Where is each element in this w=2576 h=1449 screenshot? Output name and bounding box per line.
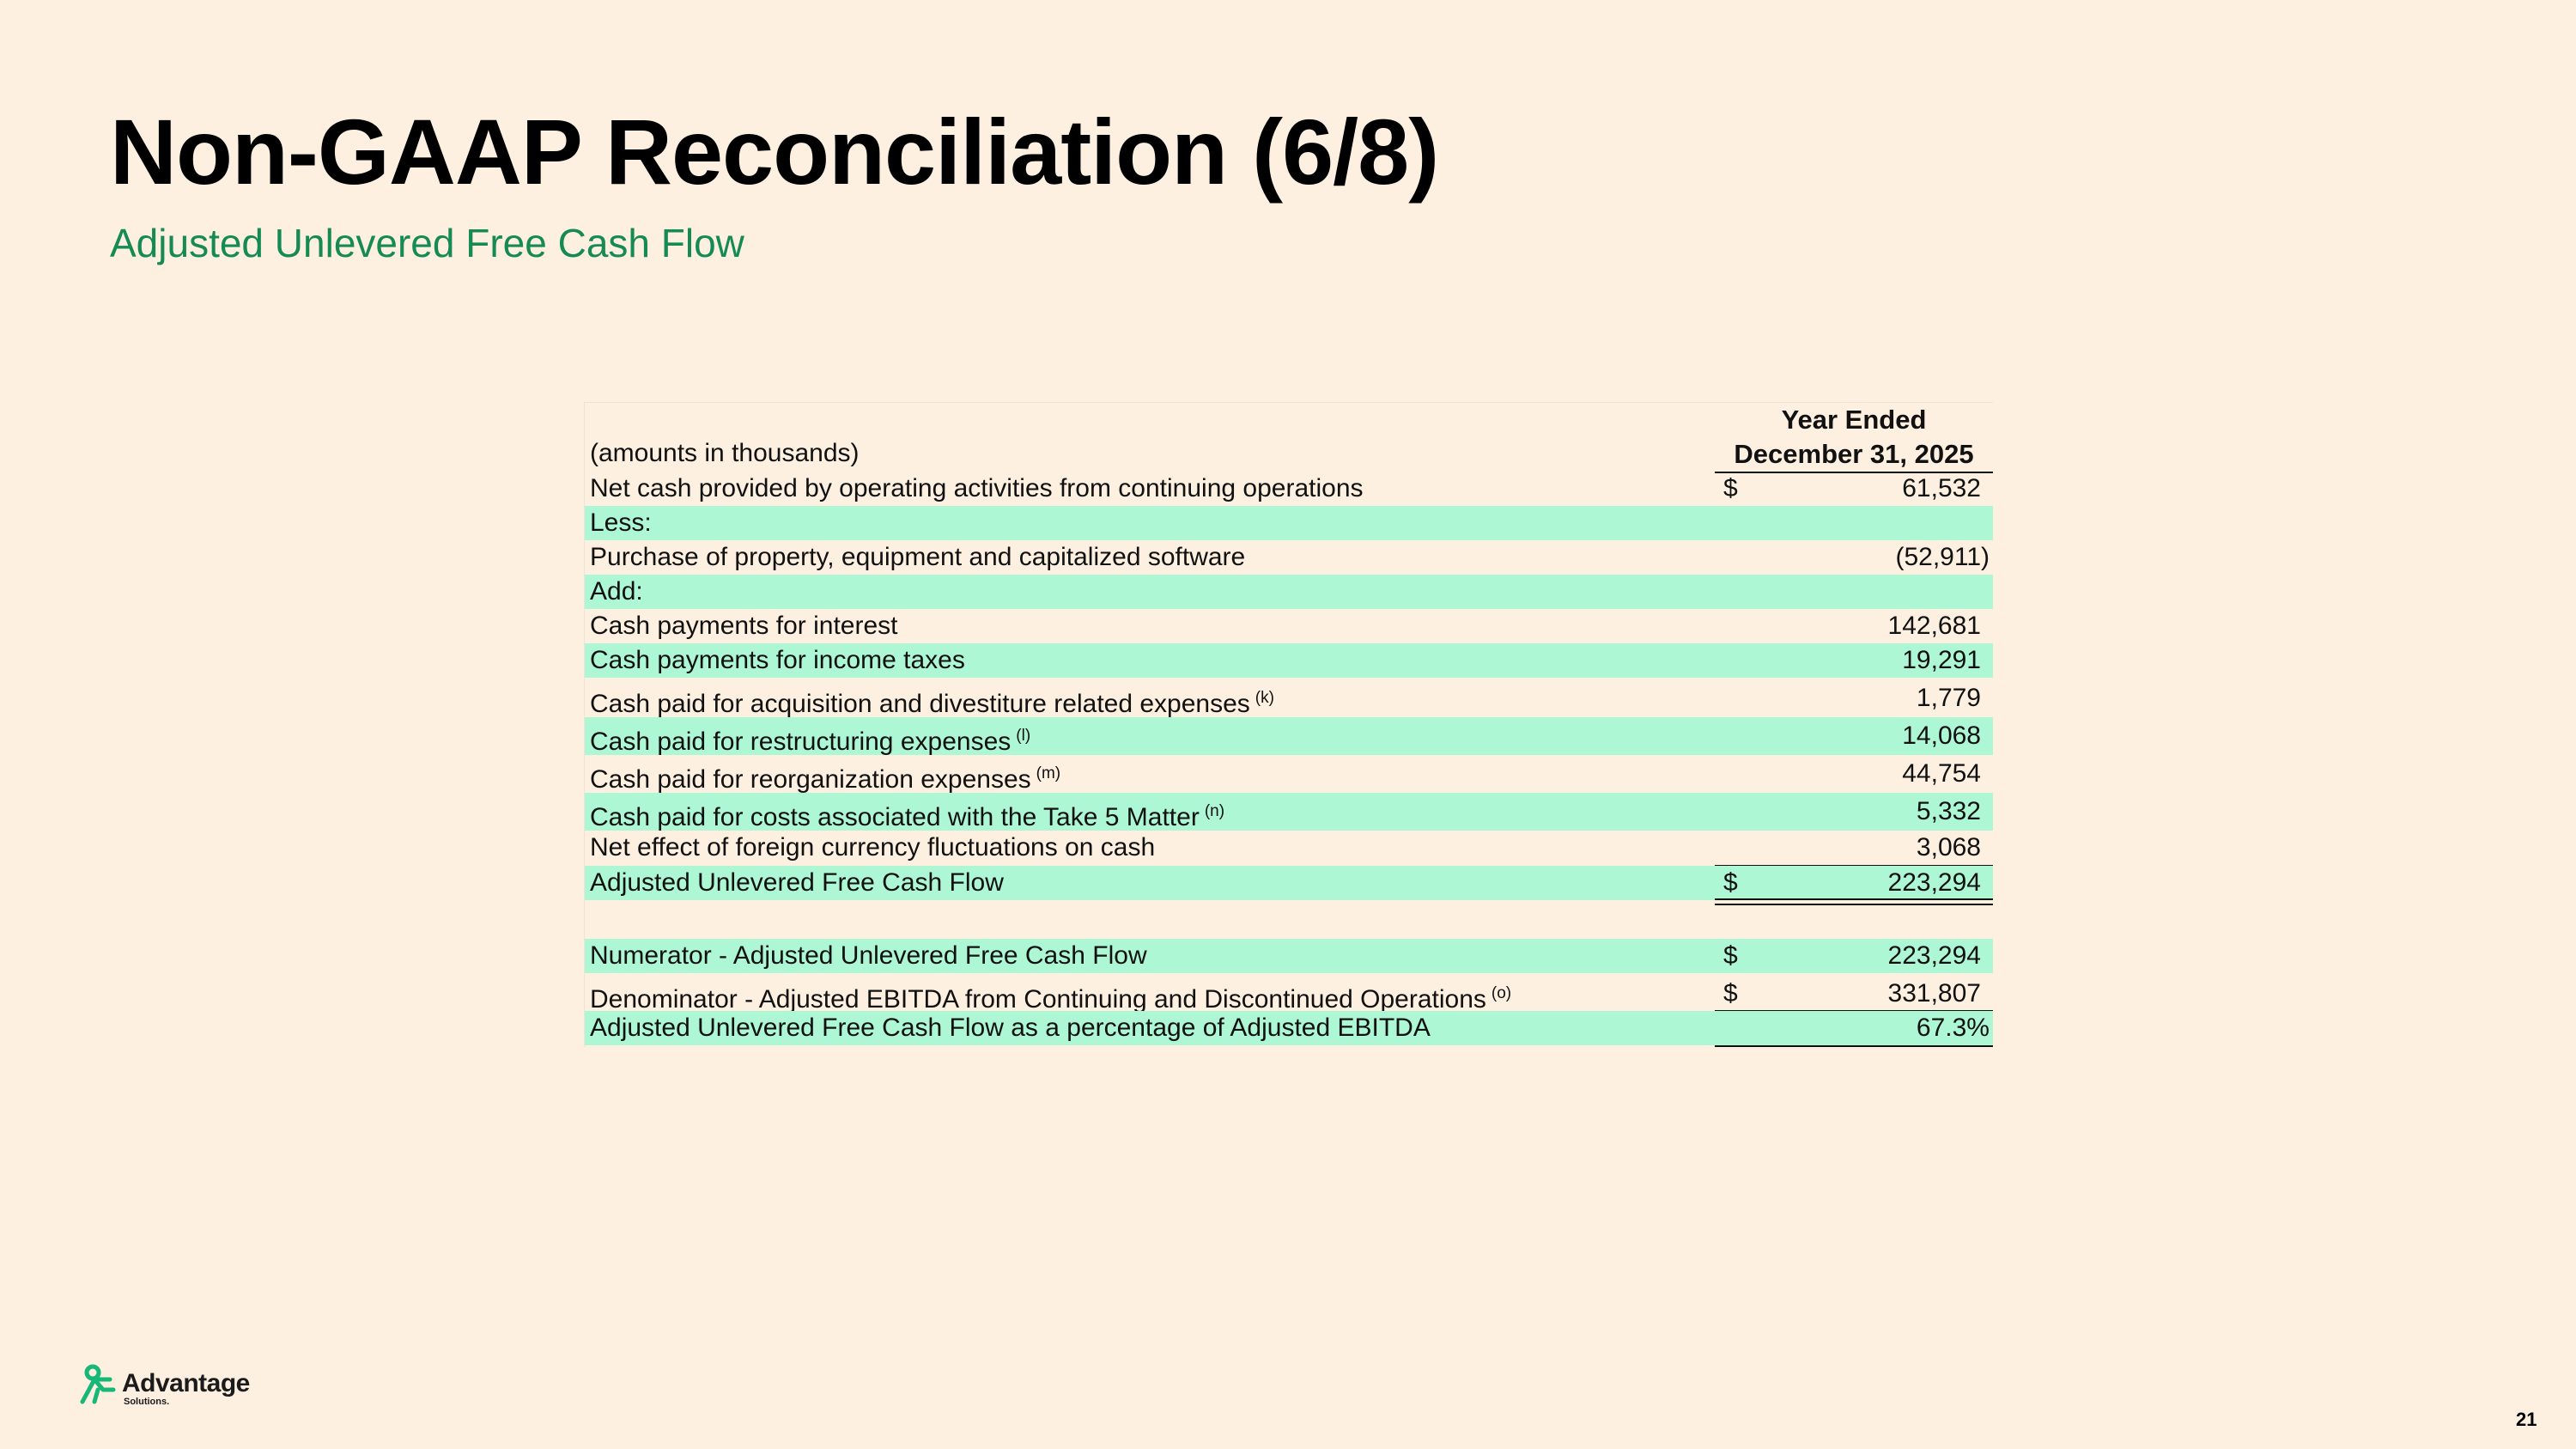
footnote-marker: (n) bbox=[1204, 802, 1225, 820]
row-currency: $ bbox=[1723, 941, 1738, 970]
total-double-rule bbox=[1715, 898, 1993, 905]
slide-subtitle: Adjusted Unlevered Free Cash Flow bbox=[110, 221, 744, 265]
company-logo: Advantage Solutions. bbox=[76, 1364, 282, 1409]
row-label: Adjusted Unlevered Free Cash Flow as a p… bbox=[590, 1014, 1431, 1042]
page-number: 21 bbox=[2516, 1409, 2537, 1430]
table-row-aufcf-total: Adjusted Unlevered Free Cash Flow $ 223,… bbox=[585, 866, 1993, 900]
row-label: Add: bbox=[590, 577, 643, 606]
table-header: (amounts in thousands) Year Ended Decemb… bbox=[585, 403, 1993, 473]
table-row-numerator: Numerator - Adjusted Unlevered Free Cash… bbox=[585, 939, 1993, 973]
footnote-marker: (o) bbox=[1491, 984, 1512, 1002]
row-value: 1,779 bbox=[1916, 684, 1981, 712]
table-row-reorganization: Cash paid for reorganization expenses (m)… bbox=[585, 755, 1993, 794]
logo-brand-name: Advantage bbox=[122, 1369, 250, 1397]
period-header-line1: Year Ended bbox=[1781, 405, 1927, 435]
table-row-denominator: Denominator - Adjusted EBITDA from Conti… bbox=[585, 973, 1993, 1014]
period-header-line2: December 31, 2025 bbox=[1715, 439, 1993, 473]
row-label: Cash payments for income taxes bbox=[590, 646, 965, 674]
logo-tagline: Solutions. bbox=[124, 1397, 170, 1407]
row-label: Net effect of foreign currency fluctuati… bbox=[590, 833, 1156, 861]
table-row-acquisition: Cash paid for acquisition and divestitur… bbox=[585, 679, 1993, 718]
row-value: 223,294 bbox=[1887, 941, 1981, 970]
row-currency: $ bbox=[1723, 979, 1738, 1008]
row-label: Purchase of property, equipment and capi… bbox=[590, 543, 1246, 571]
row-value: (52,911) bbox=[1895, 543, 1990, 571]
table-row-add: Add: bbox=[585, 575, 1993, 609]
footnote-marker: (m) bbox=[1036, 764, 1061, 782]
row-label: Cash payments for interest bbox=[590, 612, 898, 640]
row-label: Cash paid for costs associated with the … bbox=[590, 802, 1225, 831]
reconciliation-table: (amounts in thousands) Year Ended Decemb… bbox=[584, 402, 1993, 1047]
units-label: (amounts in thousands) bbox=[590, 439, 860, 467]
advantage-logo-icon bbox=[80, 1364, 116, 1404]
row-label: Cash paid for restructuring expenses (l) bbox=[590, 727, 1031, 756]
row-value: 19,291 bbox=[1902, 646, 1981, 674]
table-row-interest: Cash payments for interest 142,681 bbox=[585, 609, 1993, 643]
row-value: 14,068 bbox=[1902, 721, 1981, 750]
row-label: Cash paid for acquisition and divestitur… bbox=[590, 689, 1274, 718]
row-currency: $ bbox=[1723, 868, 1738, 897]
row-currency: $ bbox=[1723, 474, 1738, 502]
row-value: 5,332 bbox=[1916, 797, 1981, 825]
row-label: Cash paid for reorganization expenses (m) bbox=[590, 764, 1061, 794]
footnote-marker: (k) bbox=[1255, 689, 1274, 707]
row-label: Less: bbox=[590, 508, 652, 537]
row-value: 44,754 bbox=[1902, 759, 1981, 788]
row-label: Denominator - Adjusted EBITDA from Conti… bbox=[590, 984, 1512, 1014]
row-label: Adjusted Unlevered Free Cash Flow bbox=[590, 868, 1004, 897]
table-row-operating-cash: Net cash provided by operating activitie… bbox=[585, 472, 1993, 506]
table-row-less: Less: bbox=[585, 506, 1993, 540]
table-row-take5: Cash paid for costs associated with the … bbox=[585, 793, 1993, 831]
table-row-capex: Purchase of property, equipment and capi… bbox=[585, 540, 1993, 575]
row-value: 3,068 bbox=[1916, 833, 1981, 861]
row-value: 223,294 bbox=[1887, 868, 1981, 897]
row-value: 331,807 bbox=[1887, 979, 1981, 1008]
bottom-rule bbox=[1715, 1045, 1993, 1047]
table-row-income-taxes: Cash payments for income taxes 19,291 bbox=[585, 643, 1993, 678]
row-value: 67.3% bbox=[1916, 1014, 1990, 1042]
row-label: Numerator - Adjusted Unlevered Free Cash… bbox=[590, 941, 1147, 970]
table-row-percentage: Adjusted Unlevered Free Cash Flow as a p… bbox=[585, 1011, 1993, 1045]
table-row-restructuring: Cash paid for restructuring expenses (l) … bbox=[585, 717, 1993, 756]
row-value: 142,681 bbox=[1887, 612, 1981, 640]
row-label: Net cash provided by operating activitie… bbox=[590, 474, 1364, 502]
footnote-marker: (l) bbox=[1016, 727, 1031, 745]
table-row-fx: Net effect of foreign currency fluctuati… bbox=[585, 831, 1993, 865]
slide-title: Non-GAAP Reconciliation (6/8) bbox=[110, 100, 1439, 204]
row-value: 61,532 bbox=[1902, 474, 1981, 502]
